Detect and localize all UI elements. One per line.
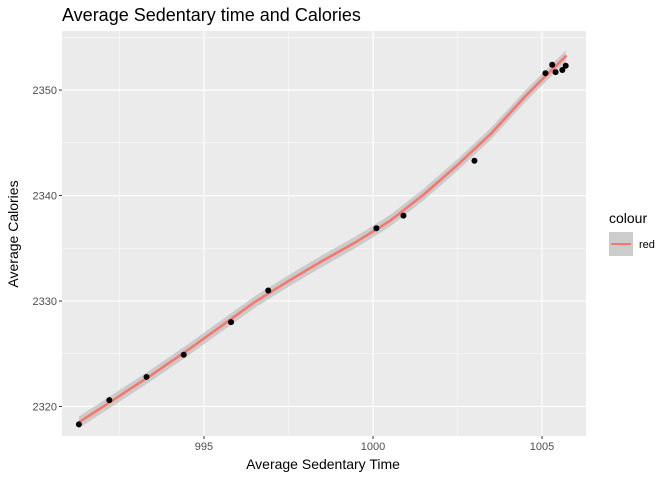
data-point (549, 61, 556, 68)
data-point (562, 62, 569, 69)
y-tick-label: 2340 (33, 191, 57, 203)
data-point (471, 157, 478, 164)
data-point (542, 70, 549, 77)
data-points (75, 61, 569, 428)
data-point (143, 373, 150, 380)
x-tick-label: 995 (195, 441, 213, 453)
data-point (180, 351, 187, 358)
data-point (228, 319, 235, 326)
data-point (400, 212, 407, 219)
x-axis-title: Average Sedentary Time (246, 456, 400, 472)
y-axis-ticks: 2320 2330 2340 2350 (33, 85, 62, 413)
data-point (552, 69, 559, 76)
y-axis-title: Average Calories (5, 180, 21, 287)
plot-panel (62, 31, 586, 436)
legend-title: colour (609, 210, 647, 226)
data-point (75, 421, 82, 428)
legend-label-red: red (639, 239, 655, 251)
data-point (265, 287, 272, 294)
smooth-line-path (77, 55, 568, 424)
data-point (106, 397, 113, 404)
chart-title: Average Sedentary time and Calories (62, 5, 361, 25)
grid-minor (62, 31, 586, 436)
data-point (559, 67, 566, 74)
smooth-line (77, 55, 568, 424)
y-tick-label: 2330 (33, 296, 57, 308)
data-point (373, 225, 380, 232)
x-tick-label: 1000 (361, 441, 385, 453)
x-axis-ticks: 995 1000 1005 (195, 436, 554, 453)
y-tick-label: 2350 (33, 85, 57, 97)
y-tick-label: 2320 (33, 401, 57, 413)
legend: colour red (609, 210, 655, 256)
x-tick-label: 1005 (530, 441, 554, 453)
